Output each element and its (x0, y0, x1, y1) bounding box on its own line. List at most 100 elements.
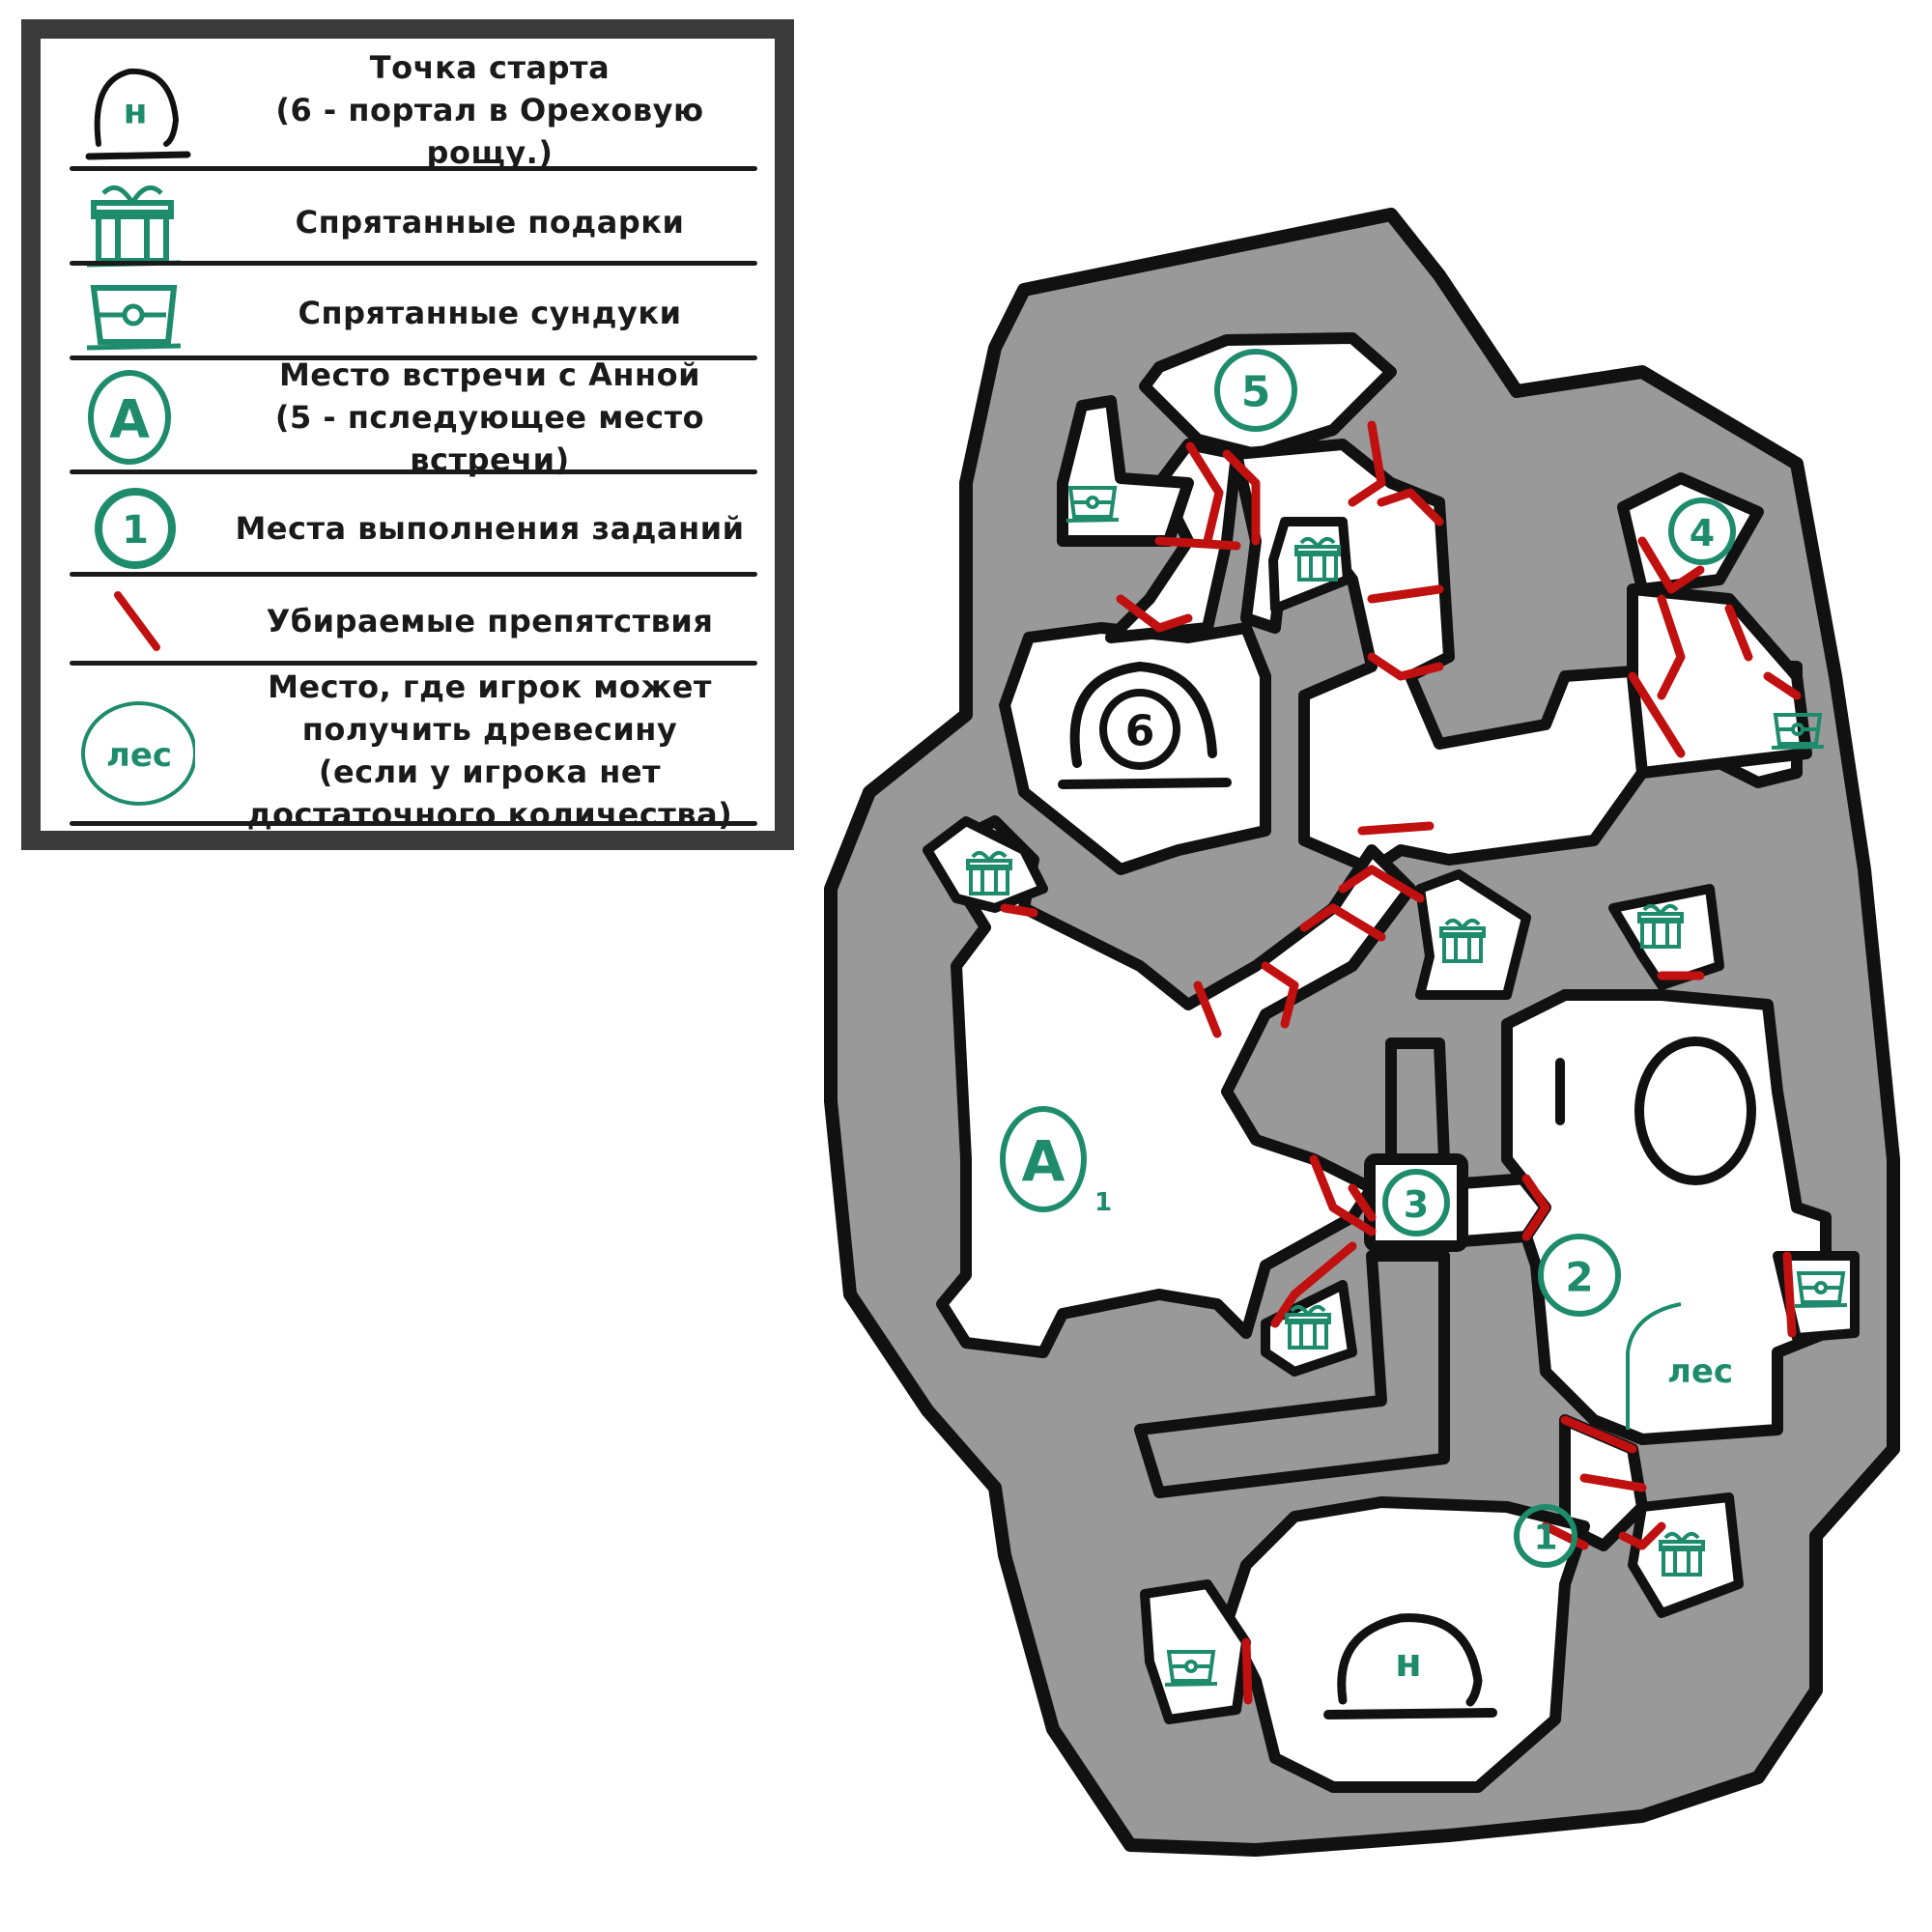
svg-text:н: н (124, 93, 148, 132)
obstacle[interactable] (1193, 980, 1222, 1038)
legend-item-anna: А Место встречи с Анной (5 - пследующее … (41, 356, 775, 478)
svg-text:2: 2 (1565, 1254, 1593, 1301)
obstacle[interactable] (1338, 865, 1425, 903)
marker-quest-3[interactable]: 3 (1382, 1169, 1450, 1236)
obstacle-icon (70, 578, 195, 665)
gift-icon[interactable] (1659, 1531, 1705, 1577)
legend-label-anna: Место встречи с Анной (5 - пследующее ме… (274, 356, 705, 478)
svg-text:лес: лес (1667, 1352, 1733, 1391)
legend-label-quests: Места выполнения заданий (235, 510, 745, 547)
gift-icon[interactable] (1285, 1304, 1331, 1350)
obstacles (1000, 420, 1802, 1705)
map-markers: 5 4 6 А 1 3 2 (1000, 349, 1736, 1719)
legend-label-obstacles: Убираемые препятствия (266, 603, 714, 639)
obstacle[interactable] (1560, 1415, 1637, 1454)
obstacle[interactable] (1241, 1637, 1253, 1705)
svg-text:3: 3 (1404, 1183, 1429, 1226)
gift-icon[interactable] (966, 850, 1012, 895)
marker-wood[interactable]: лес (1626, 1302, 1733, 1430)
legend-label-wood: Место, где игрок может получить древесин… (246, 668, 733, 833)
svg-text:1: 1 (1533, 1519, 1557, 1558)
obstacle[interactable] (1185, 441, 1224, 546)
marker-quest-4[interactable]: 4 (1668, 497, 1736, 565)
legend-label-gifts: Спрятанные подарки (295, 204, 685, 241)
legend-item-wood: лес Место, где игрок может получить древ… (41, 668, 775, 833)
obstacle[interactable] (1000, 903, 1038, 918)
room-anna (931, 815, 1416, 1358)
room-quest-2-pillar (1634, 1037, 1756, 1185)
legend-divider (70, 469, 757, 474)
marker-next-meeting[interactable]: 5 (1214, 349, 1297, 432)
svg-text:1: 1 (122, 508, 149, 553)
chest-icon (70, 267, 195, 359)
obstacle[interactable] (1367, 652, 1444, 681)
obstacle[interactable] (1763, 671, 1802, 700)
obstacle[interactable] (1154, 536, 1241, 551)
obstacle[interactable] (1270, 1241, 1357, 1328)
room-gift-lower (1261, 1280, 1357, 1377)
obstacle[interactable] (1637, 536, 1705, 594)
obstacle[interactable] (1261, 961, 1299, 1029)
obstacle[interactable] (1541, 1521, 1589, 1550)
gift-icon[interactable] (1294, 536, 1341, 582)
marker-anna[interactable]: А 1 (1000, 1106, 1112, 1217)
legend-label-start: Точка старта (6 - портал в Ореховую рощу… (275, 49, 704, 171)
chest-icon[interactable] (1794, 1271, 1848, 1308)
obstacle[interactable] (1299, 903, 1386, 942)
obstacle[interactable] (1348, 420, 1386, 507)
start-point-icon: н (70, 52, 195, 168)
room-next-meeting (1139, 332, 1397, 460)
legend-divider (70, 821, 757, 826)
obstacle[interactable] (1782, 1251, 1797, 1338)
obstacle[interactable] (1348, 1183, 1377, 1222)
obstacle[interactable] (1618, 1521, 1666, 1550)
corridor-vertical (1385, 1037, 1450, 1175)
svg-text:А: А (1022, 1128, 1065, 1194)
legend-item-quests: 1 Места выполнения заданий (41, 475, 775, 582)
obstacle[interactable] (1628, 671, 1686, 758)
marker-portal[interactable]: 6 (1058, 661, 1232, 789)
anna-meeting-icon: А (70, 361, 195, 473)
legend-item-chests: Спрятанные сундуки (41, 267, 775, 359)
chest-icon[interactable] (1771, 713, 1825, 750)
svg-text:6: 6 (1125, 707, 1155, 756)
legend-divider (70, 261, 757, 266)
svg-text:лес: лес (106, 736, 172, 775)
legend-item-obstacles: Убираемые препятствия (41, 578, 775, 665)
gift-icon[interactable] (1439, 918, 1486, 963)
legend-divider (70, 355, 757, 360)
legend-label-chests: Спрятанные сундуки (298, 295, 682, 331)
legend-item-start: н Точка старта (6 - портал в Ореховую ро… (41, 49, 775, 171)
svg-text:4: 4 (1690, 512, 1715, 554)
map-gifts (966, 536, 1705, 1577)
quest-location-icon: 1 (70, 475, 195, 582)
obstacle[interactable] (1357, 821, 1435, 836)
obstacle[interactable] (1657, 594, 1686, 700)
obstacle[interactable] (1222, 449, 1261, 546)
marker-quest-1[interactable]: 1 (1514, 1504, 1577, 1568)
svg-text:н: н (1395, 1641, 1422, 1686)
map-chests (1065, 486, 1848, 1687)
chest-icon[interactable] (1164, 1650, 1218, 1687)
obstacle[interactable] (1724, 604, 1753, 662)
legend-divider (70, 572, 757, 577)
svg-text:5: 5 (1241, 368, 1271, 417)
legend-divider (70, 661, 757, 666)
obstacle[interactable] (1367, 584, 1444, 604)
svg-text:1: 1 (1094, 1188, 1112, 1217)
obstacle[interactable] (1521, 1174, 1550, 1241)
corridor-lower-wall (1134, 1250, 1450, 1498)
obstacle[interactable] (1579, 1473, 1647, 1492)
legend-panel: н Точка старта (6 - портал в Ореховую ро… (21, 19, 794, 850)
obstacle[interactable] (1309, 1154, 1377, 1236)
marker-start[interactable]: н (1323, 1613, 1497, 1719)
obstacle[interactable] (1116, 594, 1193, 633)
legend-item-gifts: Спрятанные подарки (41, 174, 775, 270)
gift-icon[interactable] (1637, 903, 1684, 949)
chest-icon[interactable] (1065, 486, 1120, 523)
marker-quest-2[interactable]: 2 (1538, 1234, 1621, 1317)
obstacle[interactable] (1377, 488, 1444, 526)
svg-text:А: А (109, 389, 150, 450)
legend-divider (70, 166, 757, 171)
